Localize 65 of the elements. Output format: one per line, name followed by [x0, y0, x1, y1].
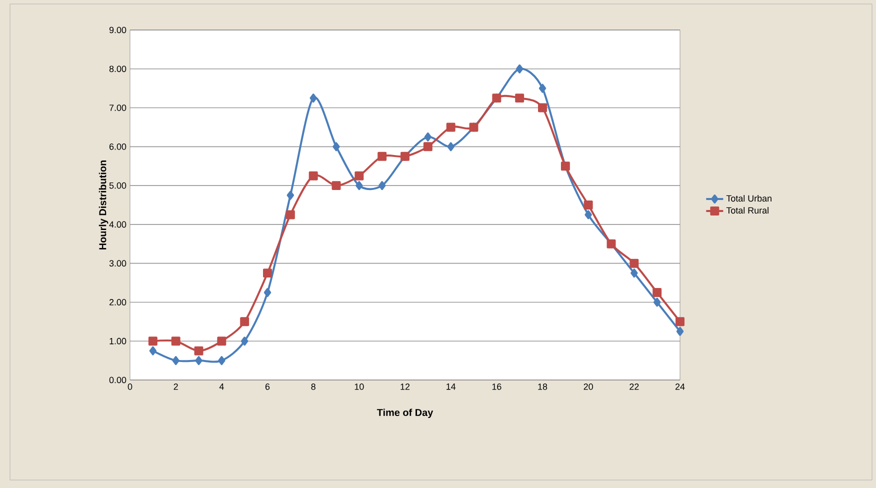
x-tick-label: 4 [219, 384, 224, 390]
x-tick-label: 16 [492, 384, 502, 390]
x-tick-label: 18 [538, 384, 548, 390]
point [171, 336, 180, 346]
y-tick-label: 4.00 [109, 221, 126, 228]
legend-label: Total Urban [726, 195, 772, 202]
point [423, 142, 432, 152]
point [538, 84, 546, 93]
x-tick-label: 10 [354, 384, 364, 390]
point [194, 346, 204, 356]
y-tick-label: 5.00 [109, 182, 126, 189]
point [676, 326, 684, 336]
y-tick-label: 0.00 [109, 376, 126, 384]
y-tick-label: 7.00 [109, 104, 126, 111]
point [286, 210, 295, 220]
y-tick-label: 6.00 [109, 143, 126, 150]
point [424, 132, 432, 142]
x-tick-label: 8 [311, 384, 316, 390]
y-tick-label: 3.00 [109, 260, 126, 267]
x-tick-label: 2 [174, 384, 178, 390]
point [584, 200, 593, 210]
point [240, 336, 248, 346]
point [218, 356, 226, 366]
x-axis-title: Time of Day [376, 408, 434, 418]
y-tick-label: 1.00 [110, 338, 126, 344]
x-tick-label: 14 [446, 384, 456, 390]
point [354, 171, 364, 180]
point [148, 336, 158, 346]
point [263, 268, 272, 278]
x-tick-label: 12 [400, 384, 410, 390]
point [217, 336, 226, 346]
point [630, 268, 638, 278]
x-tick-label: 22 [630, 384, 639, 390]
point [172, 356, 180, 366]
point [446, 122, 456, 132]
point [308, 171, 318, 180]
x-tick-label: 20 [584, 384, 593, 390]
point [378, 181, 386, 190]
point [332, 181, 341, 190]
point [515, 94, 524, 103]
point [195, 356, 202, 366]
point [630, 258, 639, 268]
point [652, 288, 662, 297]
point [516, 64, 524, 74]
point [653, 298, 661, 307]
point [149, 346, 157, 356]
point [584, 210, 592, 220]
point [356, 181, 363, 190]
point [286, 190, 294, 200]
x-tick-label: 0 [128, 384, 132, 390]
y-axis-title: Hourly Distribution [98, 160, 108, 250]
y-tick-label: 9.00 [109, 26, 126, 34]
y-tick-label: 2.00 [109, 299, 126, 306]
x-tick-label: 6 [265, 384, 270, 390]
point [676, 317, 684, 326]
x-tick-label: 24 [675, 384, 685, 390]
point [378, 152, 387, 161]
point [240, 317, 250, 326]
y-tick-label: 8.00 [109, 66, 126, 72]
legend-label: Total Rural [726, 206, 768, 214]
point [332, 142, 340, 152]
point [264, 288, 272, 297]
point [447, 142, 454, 152]
point [538, 103, 547, 112]
point [310, 94, 317, 103]
